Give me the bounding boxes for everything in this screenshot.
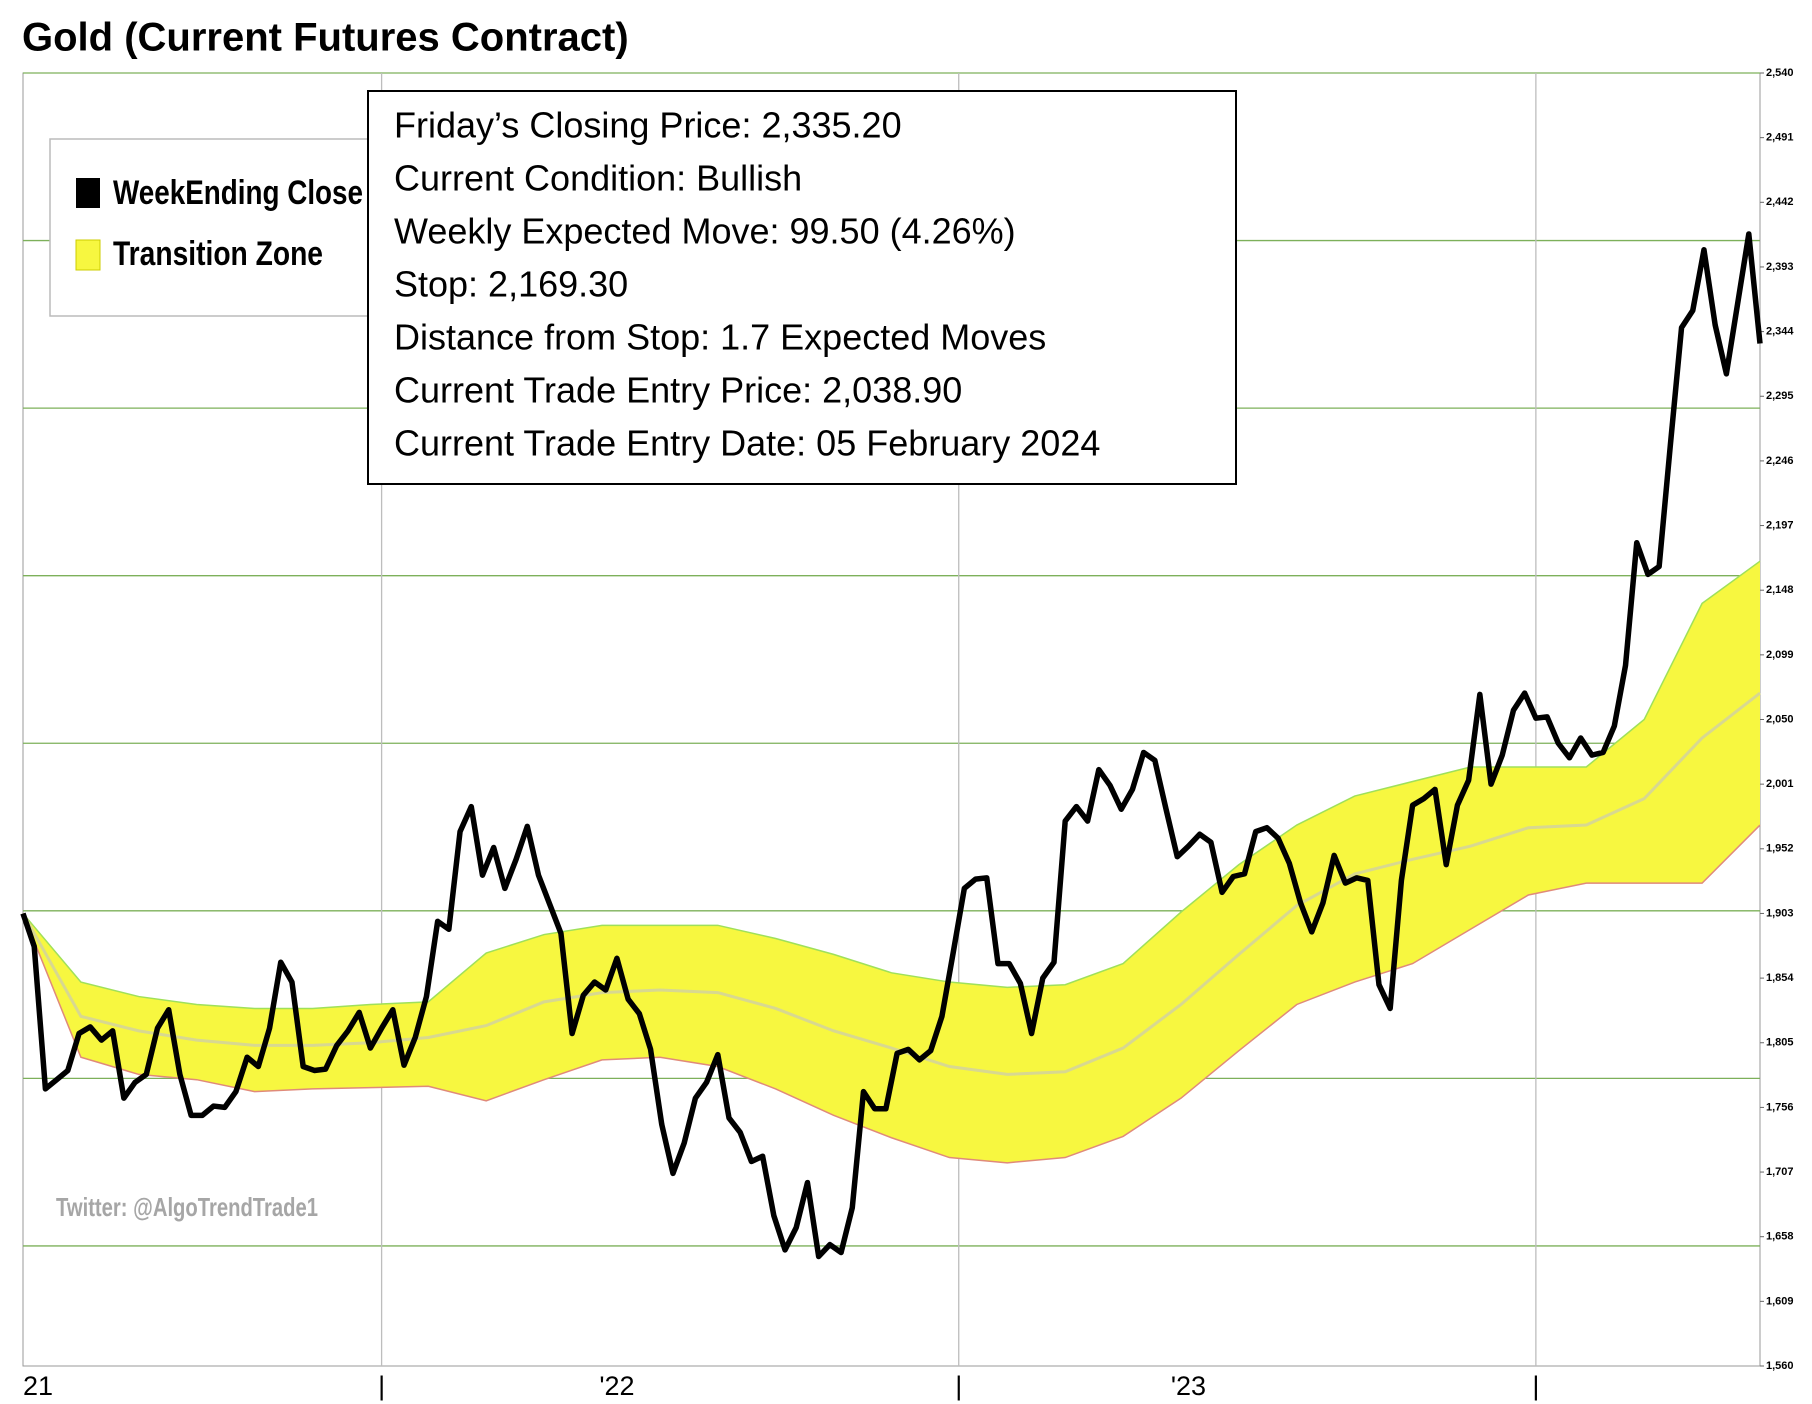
y-tick-label: 2,001 [1766,778,1794,790]
info-line: Current Trade Entry Date: 05 February 20… [394,423,1100,464]
y-tick-label: 2,148 [1766,584,1794,596]
y-tick-label: 1,903 [1766,907,1794,919]
info-line: Stop: 2,169.30 [394,264,628,305]
y-tick-label: 2,393 [1766,261,1794,273]
legend-label: WeekEnding Close [113,174,363,212]
legend-swatch [75,239,101,271]
y-tick-label: 2,050 [1766,713,1794,725]
info-line: Current Condition: Bullish [394,158,802,199]
y-tick-label: 2,442 [1766,196,1794,208]
y-tick-label: 1,756 [1766,1101,1794,1113]
y-tick-label: 1,658 [1766,1231,1794,1243]
info-box-frame [367,90,1237,485]
info-line: Current Trade Entry Price: 2,038.90 [394,370,962,411]
legend-swatch [76,178,100,208]
info-line: Weekly Expected Move: 99.50 (4.26%) [394,211,1016,252]
y-tick-label: 2,197 [1766,519,1794,531]
close-line [20,231,1763,1260]
x-tick-label: | [378,1371,385,1401]
band-mid [21,691,1761,1076]
y-tick-label: 2,540 [1766,67,1794,79]
x-tick-label: '22 [599,1371,634,1401]
y-tick-label: 2,099 [1766,649,1794,661]
info-line: Friday’s Closing Price: 2,335.20 [394,105,902,146]
legend-box [49,138,391,317]
y-tick-label: 1,609 [1766,1295,1794,1307]
x-tick-label: 21 [23,1371,53,1401]
x-tick-label: | [1532,1371,1539,1401]
legend-label: Transition Zone [113,235,323,273]
y-tick-label: 2,491 [1766,132,1794,144]
legend: WeekEnding Close Transition Zone [49,138,391,317]
band-lower [22,824,1761,1164]
y-tick-label: 1,805 [1766,1037,1794,1049]
y-tick-label: 1,707 [1766,1166,1794,1178]
y-tick-label: 1,560 [1766,1360,1794,1372]
info-box: Friday’s Closing Price: 2,335.20 Current … [367,90,1237,485]
info-line: Distance from Stop: 1.7 Expected Moves [394,317,1046,358]
chart-title: Gold (Current Futures Contract) [22,16,629,60]
y-tick-label: 2,344 [1766,326,1794,338]
y-tick-label: 1,952 [1766,843,1794,855]
y-tick-label: 2,295 [1766,390,1794,402]
x-tick-label: | [955,1371,962,1401]
x-tick-label: '23 [1171,1371,1206,1401]
y-tick-label: 1,854 [1766,972,1794,984]
y-tick-label: 2,246 [1766,455,1794,467]
annotation: Twitter: @AlgoTrendTrade1 [56,1192,318,1222]
band-area [23,561,1760,1163]
